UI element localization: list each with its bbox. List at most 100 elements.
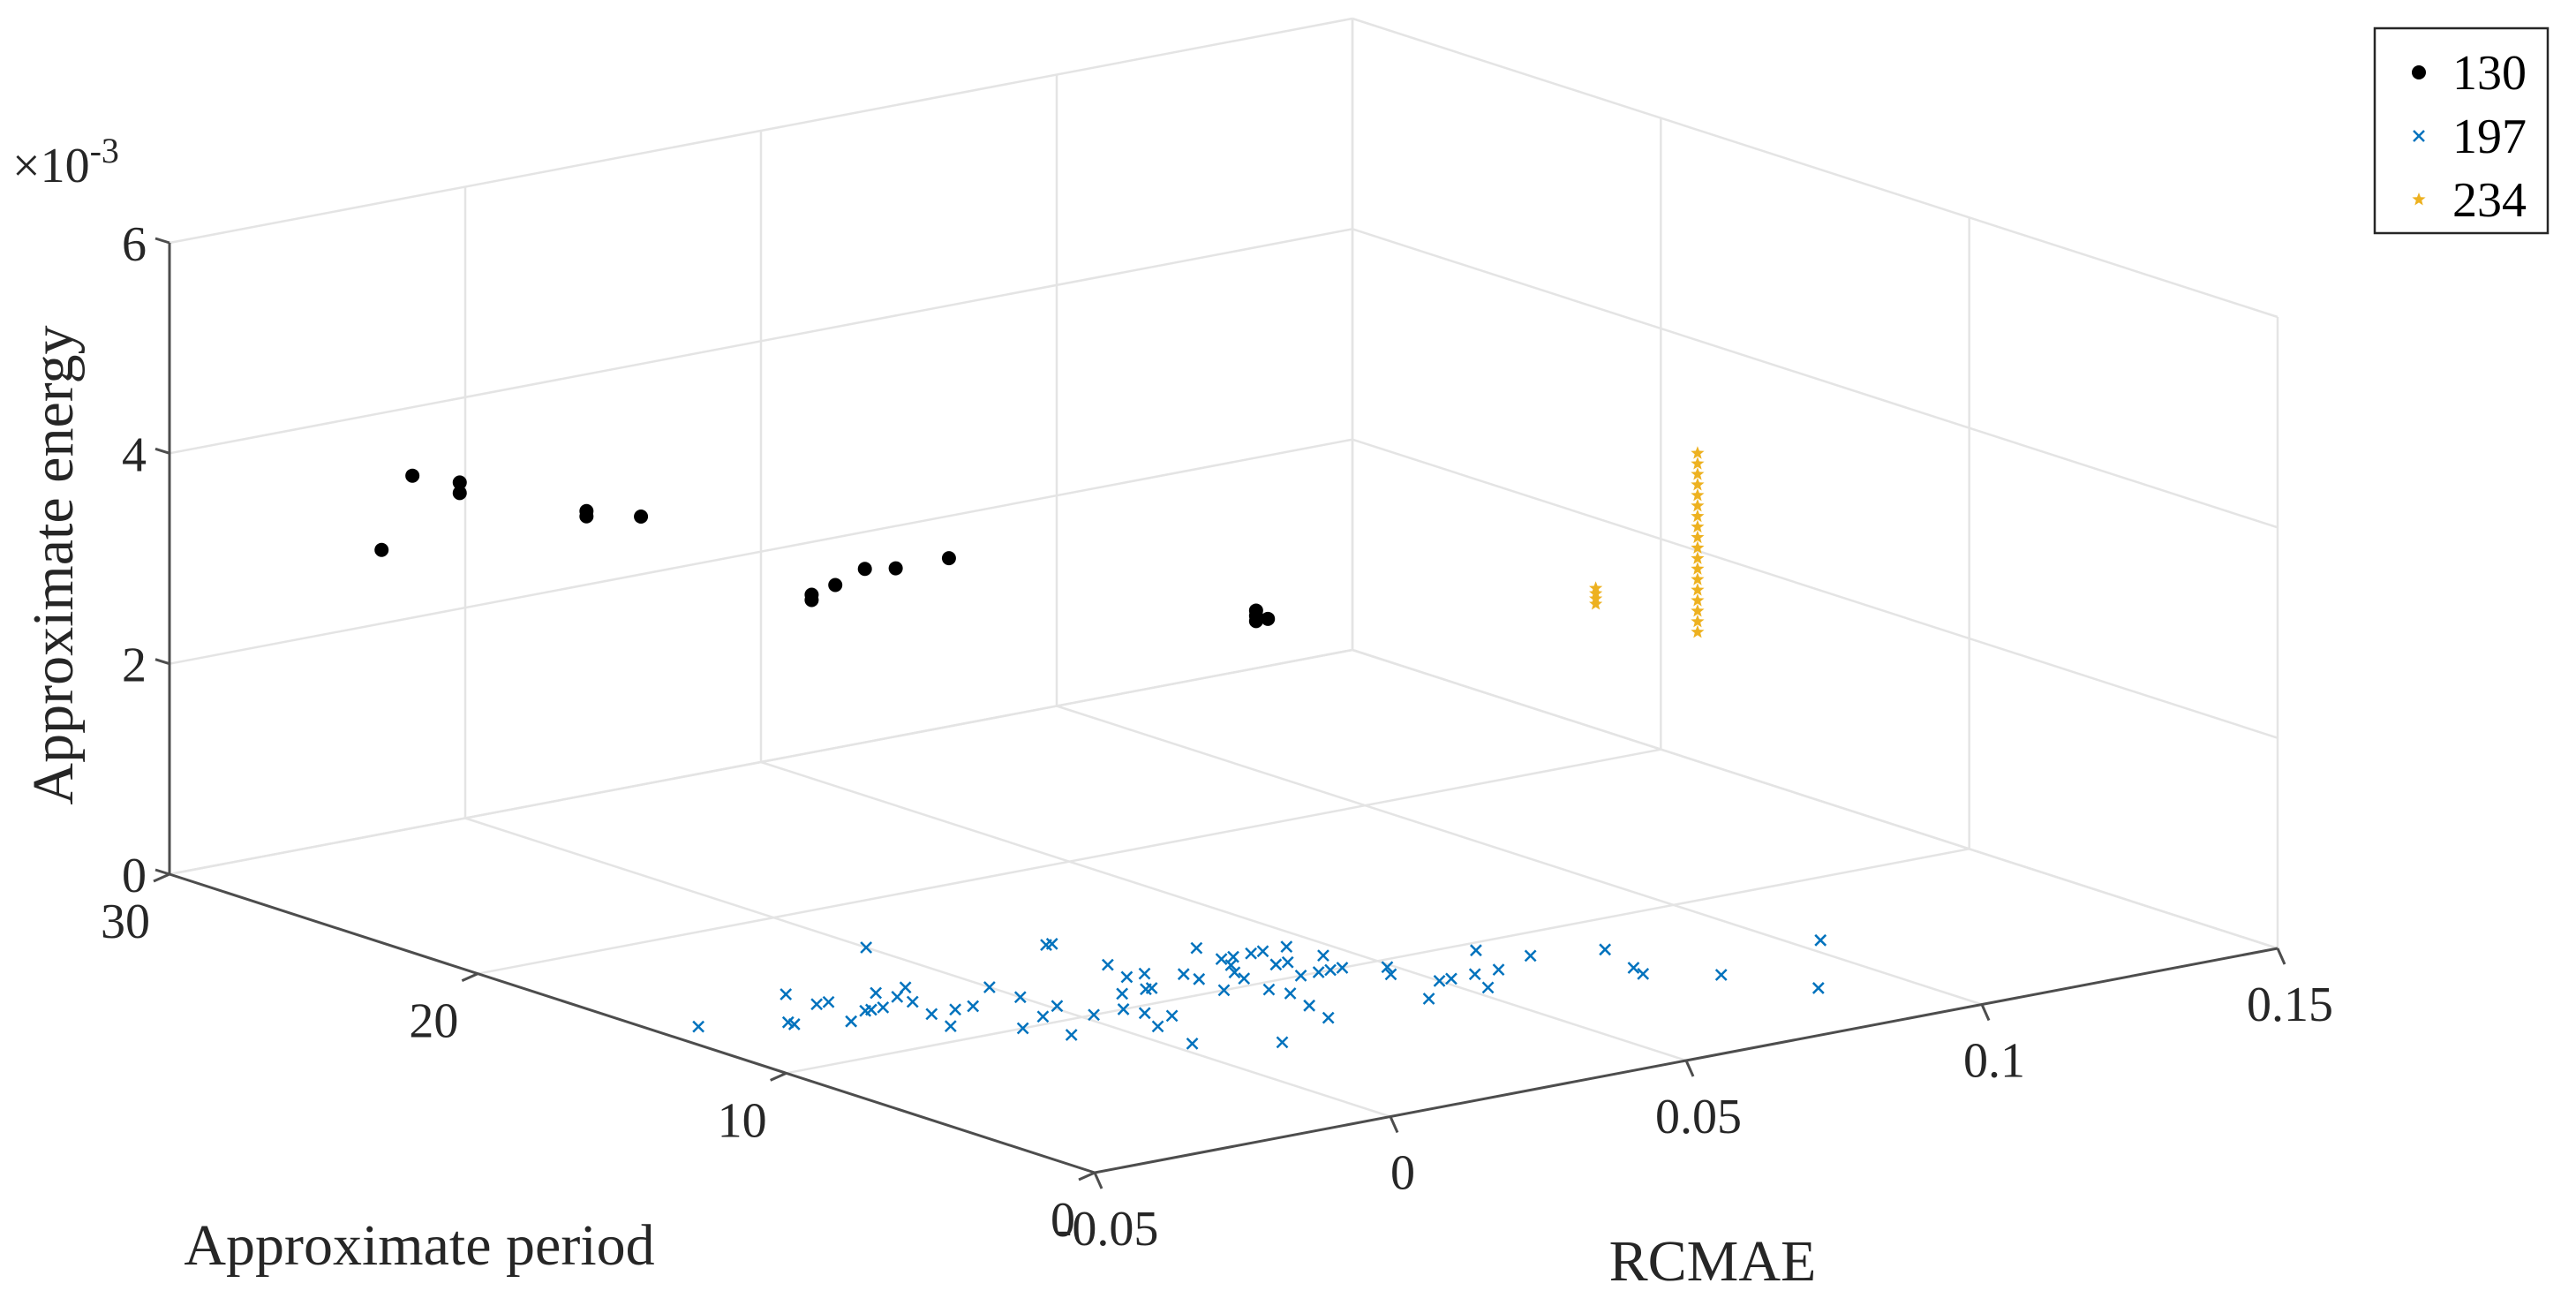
data-point — [1051, 1000, 1064, 1013]
data-point — [1324, 963, 1337, 977]
data-point — [1336, 962, 1349, 974]
y-tick-label: 30 — [101, 895, 150, 949]
data-point — [845, 1015, 858, 1028]
data-point — [1101, 958, 1114, 971]
data-point — [1065, 1029, 1078, 1041]
data-point — [1294, 969, 1307, 982]
data-point — [1045, 937, 1058, 950]
data-point — [804, 587, 819, 602]
data-point — [1262, 983, 1276, 996]
data-point — [1036, 1010, 1050, 1023]
data-point — [906, 995, 919, 1008]
data-point — [1276, 1036, 1289, 1049]
data-point — [1261, 611, 1276, 626]
data-point — [1120, 970, 1134, 984]
data-point — [1691, 562, 1705, 575]
data-point — [1245, 947, 1257, 960]
data-point — [1691, 551, 1705, 564]
data-point — [1468, 968, 1481, 981]
data-point — [888, 561, 903, 576]
data-point — [1384, 968, 1397, 981]
legend-label: 130 — [2452, 46, 2527, 101]
data-point — [1691, 446, 1705, 459]
data-point — [1588, 581, 1603, 594]
data-point — [1151, 1020, 1164, 1033]
data-point — [1481, 981, 1495, 994]
y-tick-mark — [461, 972, 478, 983]
y-tick-mark — [153, 872, 170, 883]
back-wall-grid-z — [169, 438, 1353, 665]
data-point — [374, 542, 389, 557]
data-point — [949, 1003, 961, 1016]
data-point — [864, 1003, 877, 1016]
floor-grid-x — [760, 760, 1687, 1062]
data-point — [1691, 572, 1705, 585]
x-tick-mark — [1980, 1003, 1991, 1022]
x-tick-mark — [1093, 1172, 1103, 1189]
data-point — [1691, 583, 1705, 596]
data-point — [1588, 597, 1603, 610]
svg-text:×10-3: ×10-3 — [12, 131, 119, 193]
data-point — [1186, 1037, 1199, 1050]
series-130 — [374, 468, 1276, 629]
data-point — [1691, 457, 1705, 470]
z-tick-label: 0 — [122, 849, 147, 903]
data-point — [1227, 950, 1239, 963]
data-point — [634, 509, 649, 524]
data-point — [1814, 933, 1827, 947]
x-tick-mark — [2276, 947, 2286, 965]
data-point — [1691, 487, 1705, 502]
legend: 130 197 234 — [2373, 26, 2550, 235]
legend-label: 197 — [2452, 109, 2527, 164]
x-tick-label: -0.05 — [1056, 1202, 1159, 1257]
data-point — [944, 1020, 957, 1033]
data-point — [452, 475, 467, 490]
data-point — [1165, 1009, 1179, 1023]
data-point — [1116, 987, 1129, 1000]
data-point — [1224, 959, 1238, 971]
data-point — [1138, 1007, 1151, 1020]
data-point — [1138, 967, 1151, 980]
data-point — [1217, 984, 1231, 997]
side-wall-grid-z — [1352, 17, 2278, 319]
data-point — [1492, 963, 1505, 977]
data-point — [1691, 519, 1705, 533]
x-tick-mark — [1389, 1115, 1399, 1134]
floor-grid-x — [464, 817, 1391, 1118]
axes-layer — [168, 243, 2278, 1174]
data-point — [1228, 966, 1241, 979]
data-point — [1691, 478, 1705, 491]
y-axis-label: Approximate period — [184, 1213, 654, 1278]
z-tick-label: 4 — [122, 427, 147, 482]
data-point — [1627, 962, 1640, 974]
data-point — [579, 503, 594, 518]
data-point — [1269, 958, 1283, 971]
data-point — [1117, 1003, 1130, 1015]
data-point — [1281, 955, 1294, 969]
data-point — [941, 551, 956, 566]
data-point — [1588, 586, 1603, 600]
legend-marker — [2413, 130, 2425, 142]
data-point — [1588, 592, 1603, 605]
legend-marker — [2412, 65, 2426, 79]
back-wall-grid-z — [169, 228, 1353, 455]
data-point — [1256, 945, 1269, 958]
legend-box — [2373, 26, 2550, 235]
data-point — [1714, 969, 1728, 981]
data-point — [1280, 940, 1293, 954]
data-point — [1599, 943, 1612, 956]
y-tick-label: 10 — [718, 1093, 767, 1148]
data-point — [1215, 953, 1228, 966]
data-point — [1303, 999, 1316, 1012]
data-point — [870, 986, 883, 1000]
z-exponent-base: ×10 — [12, 139, 90, 193]
data-point — [1145, 982, 1158, 994]
y-tick-mark — [1078, 1171, 1096, 1181]
data-point — [1811, 982, 1825, 994]
x-tick-label: 0.1 — [1963, 1034, 2025, 1089]
data-point — [1445, 972, 1457, 985]
data-point — [1088, 1008, 1100, 1022]
data-point — [810, 998, 824, 1011]
data-point — [1524, 949, 1537, 963]
